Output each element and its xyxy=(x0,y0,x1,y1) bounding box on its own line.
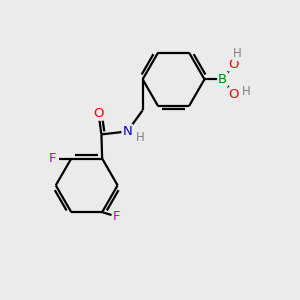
Text: O: O xyxy=(229,58,239,70)
Text: H: H xyxy=(136,131,145,144)
Text: H: H xyxy=(233,47,242,60)
Text: N: N xyxy=(122,125,132,138)
Text: O: O xyxy=(93,107,104,120)
Text: F: F xyxy=(49,152,57,165)
Text: B: B xyxy=(218,73,227,86)
Text: F: F xyxy=(113,210,121,223)
Text: O: O xyxy=(229,88,239,101)
Text: H: H xyxy=(242,85,251,98)
